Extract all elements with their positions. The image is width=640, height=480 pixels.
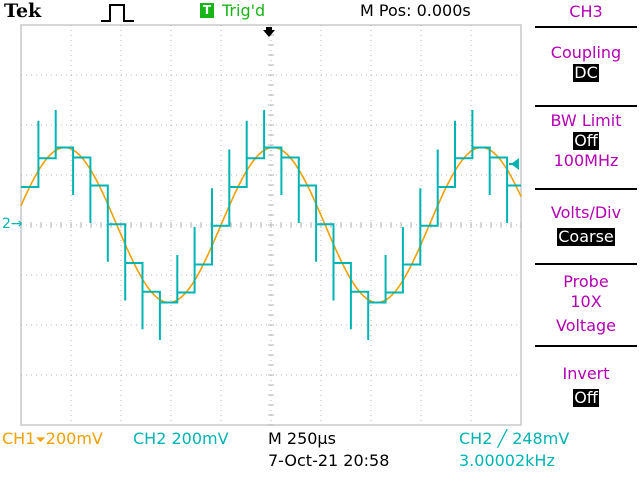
ch1-scale: CH1⏷200mV: [2, 429, 103, 448]
invert-value: Off: [573, 388, 599, 407]
invert-label: Invert: [562, 364, 610, 383]
bw-limit-label: BW Limit: [550, 111, 622, 130]
probe-label: Probe: [563, 272, 609, 291]
trigger-status-badge: T: [200, 3, 214, 18]
bw-limit-value: Off: [573, 131, 599, 150]
datetime: 7-Oct-21 20:58: [268, 451, 390, 470]
trigger-readout: CH2 ╱ 248mV: [459, 429, 570, 448]
bw-limit-frequency: 100MHz: [553, 151, 619, 170]
probe-menu-button[interactable]: Probe 10X Voltage: [534, 272, 638, 336]
trigger-level-marker: [511, 158, 519, 170]
horizontal-position: M Pos: 0.000s: [360, 1, 471, 20]
trigger-position-marker: [263, 30, 275, 37]
probe-factor: 10X: [570, 292, 602, 311]
frequency-readout: 3.00002kHz: [459, 451, 555, 470]
brand-logo: Tek: [4, 0, 42, 22]
pulse-icon: [101, 4, 134, 22]
invert-menu-button[interactable]: Invert Off: [534, 364, 638, 408]
ch2-scale: CH2 200mV: [133, 429, 229, 448]
menu-channel-title: CH3: [569, 2, 603, 21]
coupling-menu-button[interactable]: Coupling DC: [534, 43, 638, 83]
bw-limit-menu-button[interactable]: BW Limit Off 100MHz: [534, 111, 638, 171]
coupling-value: DC: [573, 63, 599, 82]
volts-div-value: Coarse: [557, 227, 615, 246]
probe-type: Voltage: [555, 316, 616, 335]
volts-div-label: Volts/Div: [550, 203, 622, 222]
coupling-label: Coupling: [550, 43, 622, 62]
timebase: M 250µs: [268, 429, 336, 448]
ch2-trace: [21, 110, 521, 340]
ch2-ground-marker: 2→: [2, 216, 23, 232]
trigger-status: Trig'd: [222, 1, 266, 20]
volts-div-menu-button[interactable]: Volts/Div Coarse: [534, 203, 638, 247]
